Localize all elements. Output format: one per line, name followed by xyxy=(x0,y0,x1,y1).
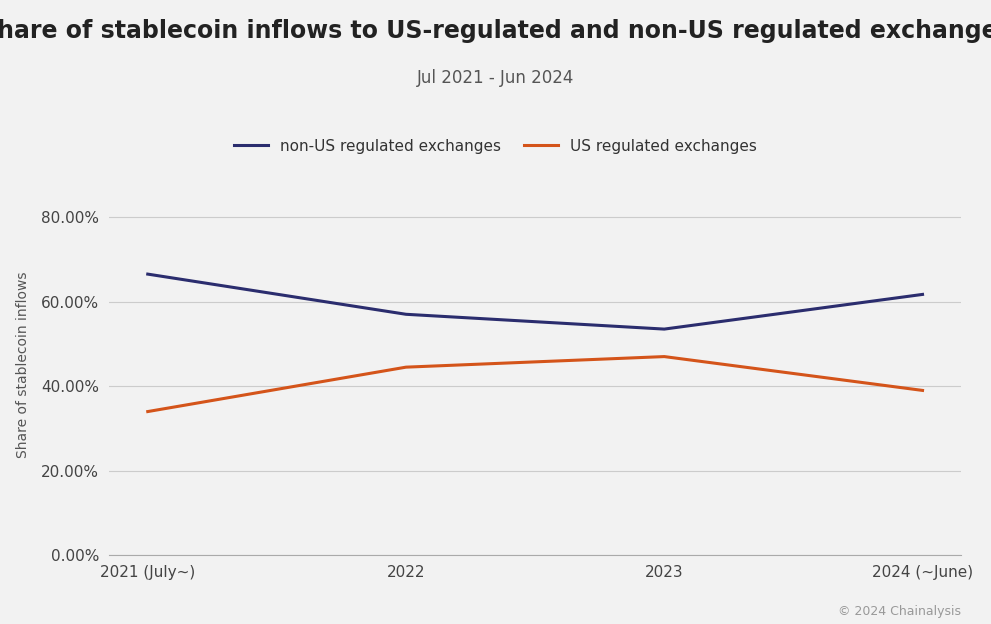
Line: US regulated exchanges: US regulated exchanges xyxy=(148,356,923,412)
Text: Jul 2021 - Jun 2024: Jul 2021 - Jun 2024 xyxy=(417,69,574,87)
US regulated exchanges xyxy=(400,363,412,371)
non-US regulated exchanges xyxy=(142,270,154,278)
US regulated exchanges xyxy=(142,408,154,416)
non-US regulated exchanges xyxy=(658,325,670,333)
Y-axis label: Share of stablecoin inflows: Share of stablecoin inflows xyxy=(16,272,30,458)
Text: © 2024 Chainalysis: © 2024 Chainalysis xyxy=(838,605,961,618)
US regulated exchanges xyxy=(658,353,670,360)
Text: Share of stablecoin inflows to US-regulated and non-US regulated exchanges: Share of stablecoin inflows to US-regula… xyxy=(0,19,991,42)
Line: non-US regulated exchanges: non-US regulated exchanges xyxy=(148,274,923,329)
Legend: non-US regulated exchanges, US regulated exchanges: non-US regulated exchanges, US regulated… xyxy=(228,132,763,160)
US regulated exchanges xyxy=(917,387,929,394)
non-US regulated exchanges xyxy=(400,311,412,318)
non-US regulated exchanges xyxy=(917,291,929,298)
